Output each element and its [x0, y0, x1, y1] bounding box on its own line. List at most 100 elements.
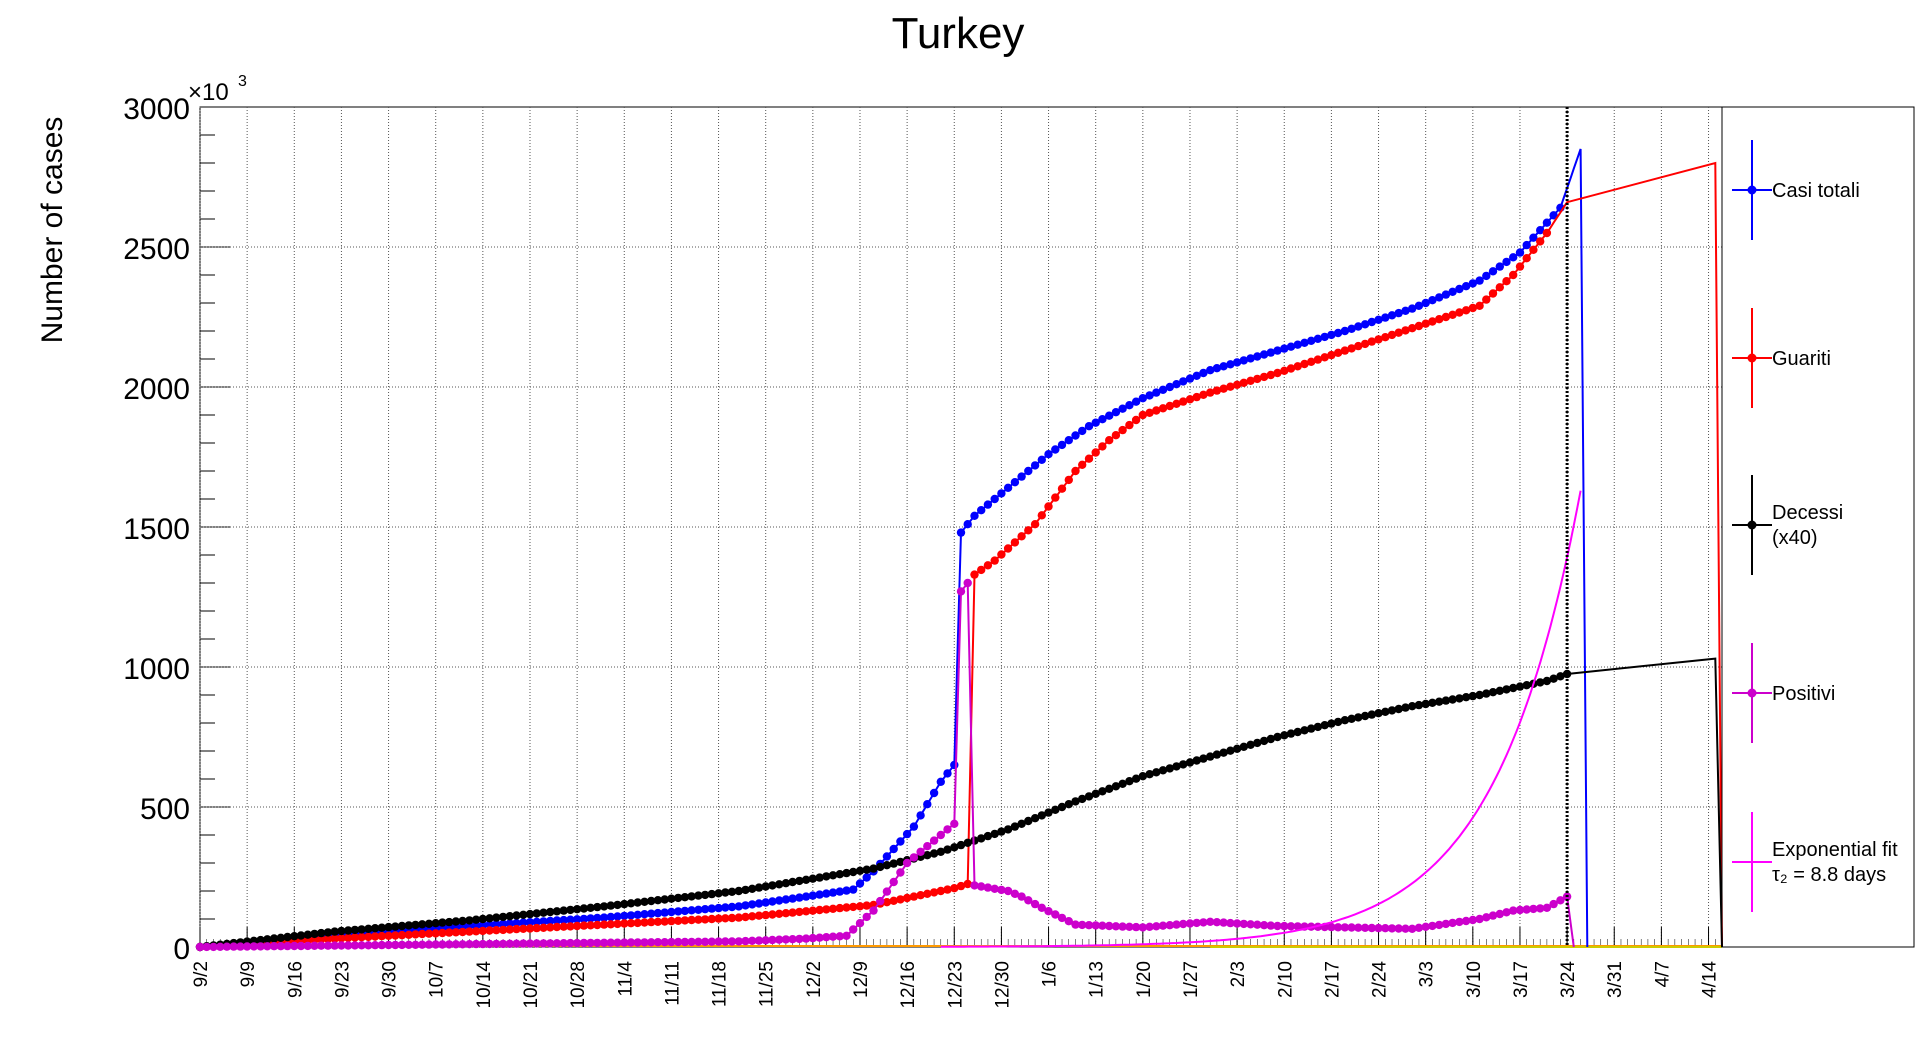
series-decessi-point: [418, 920, 427, 929]
x-tick-label: 12/2: [804, 961, 825, 998]
series-casi-totali-point: [707, 904, 716, 913]
series-guariti-point: [1435, 315, 1444, 324]
series-positivi-point: [741, 936, 750, 946]
series-guariti-point: [1219, 384, 1228, 393]
series-guariti-point: [317, 935, 326, 944]
series-positivi-point: [404, 940, 413, 949]
series-casi-totali-point: [1340, 326, 1350, 336]
series-casi-totali-point: [1522, 240, 1531, 250]
series-positivi-point: [1286, 922, 1296, 931]
x-tick-label: 12/30: [992, 961, 1013, 1009]
series-decessi-point: [498, 912, 508, 922]
series-casi-totali-point: [1327, 330, 1336, 340]
series-decessi-point: [1057, 802, 1067, 812]
series-decessi-point: [869, 864, 878, 873]
series-decessi-point: [337, 926, 346, 936]
series-decessi-point: [1131, 774, 1141, 783]
series-decessi-point: [707, 889, 716, 899]
series-positivi-point: [377, 940, 386, 950]
series-decessi-point: [694, 891, 703, 900]
series-casi-totali-point: [633, 910, 642, 919]
legend: Casi totali Guariti Decessi (x40) Positivi Ex…: [1721, 106, 1915, 948]
series-positivi-point: [1542, 903, 1552, 912]
series-casi-totali-point: [1165, 382, 1175, 392]
series-positivi-point: [1017, 892, 1026, 901]
series-decessi-point: [1347, 714, 1356, 723]
series-decessi-point: [317, 928, 326, 938]
x-tick-label: 11/4: [615, 961, 636, 997]
series-positivi-point: [721, 937, 730, 946]
series-decessi-point: [889, 859, 898, 868]
series-casi-totali-point: [572, 915, 582, 924]
series-guariti-point: [1360, 339, 1370, 349]
series-decessi-point: [1293, 727, 1302, 737]
series-decessi-point: [424, 919, 434, 928]
series-positivi-point: [465, 940, 474, 949]
series-casi-totali-point: [1367, 317, 1377, 327]
series-decessi-point: [1078, 794, 1087, 804]
series-decessi-point: [1084, 792, 1094, 801]
series-positivi-point: [795, 934, 804, 944]
series-decessi-point: [269, 934, 279, 943]
series-casi-totali-point: [842, 886, 851, 895]
series-guariti-point: [916, 891, 925, 900]
series-casi-totali-point: [498, 919, 508, 929]
series-decessi-point: [748, 884, 757, 893]
series-decessi-point: [815, 873, 824, 882]
series-positivi-point: [882, 887, 892, 896]
series-casi-totali-point: [1320, 332, 1329, 342]
series-decessi-point: [1421, 699, 1430, 709]
series-decessi-point: [1441, 696, 1451, 705]
series-guariti-point: [546, 923, 555, 932]
series-casi-totali-point: [525, 918, 535, 927]
series-decessi-point: [727, 887, 737, 896]
series-casi-totali-point: [1219, 362, 1228, 371]
series-casi-totali-point: [801, 892, 811, 901]
series-positivi-point: [1125, 922, 1134, 931]
series-casi-totali-point: [835, 887, 844, 896]
series-decessi-point: [579, 904, 589, 913]
series-positivi-point: [815, 933, 824, 942]
series-decessi-point: [451, 917, 461, 926]
series-decessi-point: [519, 910, 528, 919]
series-casi-totali-point: [1259, 350, 1269, 359]
series-guariti-point: [808, 906, 817, 915]
x-tick-label: 1/13: [1087, 961, 1108, 998]
series-positivi-point: [1118, 922, 1127, 931]
series-positivi-point: [1098, 921, 1107, 930]
series-positivi-point: [1401, 924, 1410, 933]
y-exponent-base: ×10: [188, 79, 229, 106]
series-decessi-point: [754, 883, 764, 892]
series-casi-totali-point: [1428, 296, 1437, 305]
series-guariti-point: [519, 924, 528, 933]
series-casi-totali-point: [492, 920, 501, 929]
series-guariti-point: [902, 893, 912, 903]
series-guariti-point: [1394, 328, 1403, 337]
series-guariti-point: [1071, 466, 1080, 476]
x-tick-label: 4/14: [1700, 961, 1721, 998]
series-positivi-point: [801, 934, 811, 943]
series-positivi-point: [1441, 919, 1451, 929]
x-tick-label: 11/25: [757, 961, 778, 1007]
series-decessi-point: [653, 896, 663, 905]
series-casi-totali-point: [1152, 388, 1161, 397]
series-casi-totali-point: [1502, 257, 1511, 267]
x-tick-label: 1/20: [1134, 961, 1155, 998]
series-decessi-point: [310, 929, 319, 939]
series-positivi-point: [1549, 899, 1558, 909]
series-guariti-point: [674, 916, 683, 925]
series-guariti-point: [593, 920, 602, 930]
series-decessi-point: [1111, 782, 1121, 791]
series-positivi-point: [1333, 923, 1343, 932]
legend-casi-totali-marker: [1747, 185, 1757, 195]
series-decessi-point: [1185, 758, 1195, 767]
series-casi-totali-point: [1461, 282, 1471, 291]
series-guariti-point: [1179, 397, 1188, 406]
series-decessi-point: [876, 862, 885, 872]
series-casi-totali-point: [1408, 304, 1417, 313]
series-decessi-point: [559, 906, 568, 915]
series-guariti-point: [660, 917, 669, 926]
series-decessi-point: [613, 900, 622, 910]
series-decessi-point: [977, 834, 986, 843]
y-tick-label: 500: [140, 793, 190, 826]
